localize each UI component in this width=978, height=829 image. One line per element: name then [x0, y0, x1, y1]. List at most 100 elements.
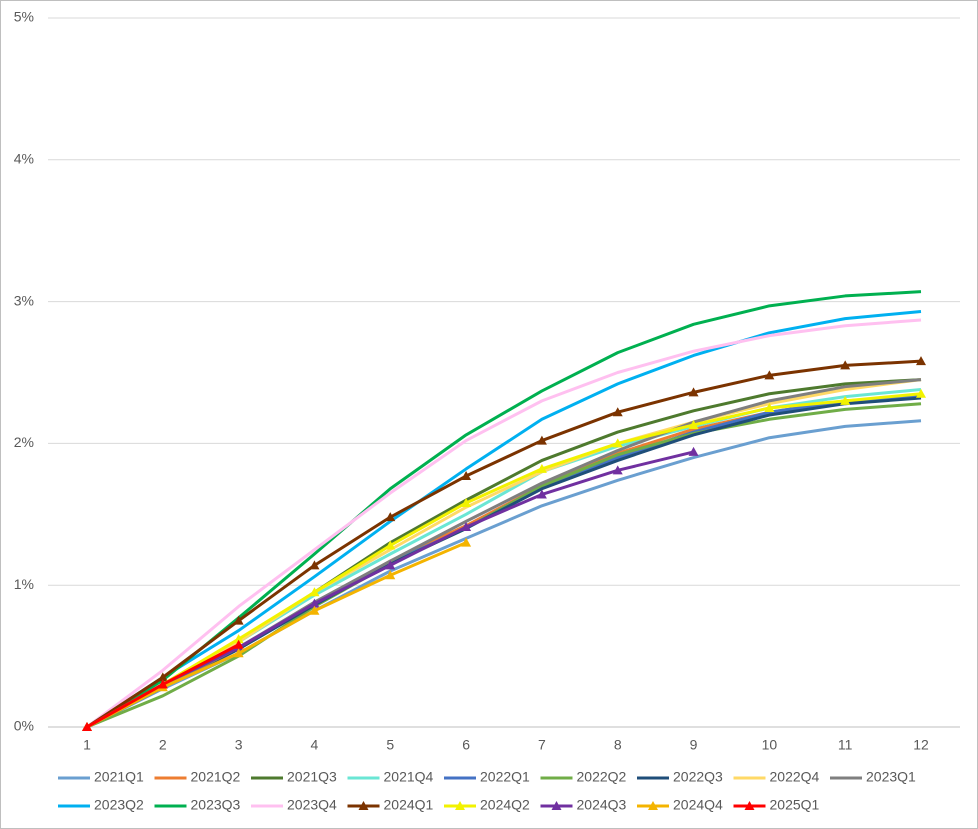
x-tick-label: 8	[614, 737, 622, 753]
legend-marker	[455, 801, 465, 810]
legend-label: 2021Q3	[287, 769, 337, 785]
legend-label: 2024Q2	[480, 797, 530, 813]
series-marker	[916, 388, 926, 398]
y-tick-label: 4%	[14, 151, 34, 167]
series-marker	[461, 537, 472, 547]
series-marker	[536, 435, 547, 445]
legend-item: 2022Q2	[540, 769, 627, 785]
y-tick-label: 1%	[14, 576, 34, 592]
series-marker	[764, 370, 775, 380]
legend-label: 2022Q2	[577, 769, 627, 785]
series-marker	[764, 402, 775, 412]
legend-label: 2025Q1	[770, 797, 820, 813]
legend-label: 2023Q1	[866, 769, 916, 785]
series-marker	[612, 465, 623, 475]
series-line	[86, 290, 922, 729]
legend-marker	[358, 801, 369, 810]
series-marker	[233, 615, 244, 625]
legend-label: 2022Q1	[480, 769, 530, 785]
series-marker	[309, 605, 320, 615]
series-marker	[688, 446, 699, 456]
y-tick-label: 3%	[14, 292, 34, 308]
series-marker	[385, 512, 396, 522]
legend-item: 2022Q4	[733, 769, 820, 785]
legend-item: 2025Q1	[733, 797, 820, 813]
series-marker	[688, 419, 699, 429]
series-line	[86, 378, 922, 729]
legend-item: 2023Q1	[830, 769, 916, 785]
legend-item: 2024Q1	[347, 797, 434, 813]
series-marker	[461, 522, 472, 532]
series-marker	[82, 722, 92, 731]
legend-item: 2023Q4	[251, 797, 337, 813]
series-marker	[612, 438, 623, 448]
series-marker	[233, 639, 244, 649]
x-tick-label: 12	[913, 737, 929, 753]
series-marker	[461, 471, 472, 481]
x-tick-label: 11	[838, 737, 853, 753]
x-tick-label: 2	[159, 737, 167, 753]
legend-item: 2024Q4	[637, 797, 723, 813]
series-marker	[233, 634, 244, 644]
x-tick-label: 10	[762, 737, 778, 753]
series-marker	[916, 356, 926, 366]
series-marker	[385, 540, 396, 550]
series-marker	[233, 648, 244, 658]
series-marker	[840, 360, 851, 370]
legend-label: 2023Q3	[191, 797, 241, 813]
x-tick-label: 1	[83, 737, 91, 753]
x-tick-label: 5	[386, 737, 394, 753]
series-marker	[536, 463, 547, 473]
series-marker	[840, 395, 851, 405]
legend-label: 2023Q2	[94, 797, 144, 813]
series-marker	[461, 497, 472, 507]
legend-marker	[648, 801, 658, 810]
legend-label: 2022Q3	[673, 769, 723, 785]
legend-label: 2022Q4	[770, 769, 820, 785]
series-line	[86, 318, 922, 729]
legend-item: 2023Q3	[154, 797, 241, 813]
series-marker	[385, 570, 396, 580]
series-marker	[309, 587, 320, 597]
legend-label: 2023Q4	[287, 797, 337, 813]
legend-marker	[744, 801, 755, 810]
y-tick-label: 0%	[14, 718, 34, 734]
series-marker	[157, 679, 168, 689]
series-line	[86, 392, 922, 729]
y-tick-label: 5%	[14, 9, 34, 25]
series-line	[86, 541, 467, 729]
series-line	[86, 359, 922, 729]
series-line	[86, 310, 922, 729]
x-tick-label: 4	[311, 737, 319, 753]
legend-item: 2021Q1	[58, 769, 144, 785]
legend-label: 2021Q1	[94, 769, 144, 785]
x-tick-label: 3	[235, 737, 243, 753]
legend-item: 2022Q1	[444, 769, 530, 785]
legend-marker	[551, 801, 562, 810]
legend-label: 2021Q2	[191, 769, 241, 785]
x-tick-label: 7	[538, 737, 546, 753]
y-tick-label: 2%	[14, 434, 34, 450]
x-tick-label: 6	[462, 737, 470, 753]
series-marker	[536, 489, 547, 499]
series-marker	[612, 407, 623, 417]
legend-label: 2024Q4	[673, 797, 723, 813]
legend-item: 2023Q2	[58, 797, 144, 813]
legend-item: 2024Q3	[540, 797, 627, 813]
legend-label: 2024Q1	[384, 797, 434, 813]
legend-item: 2021Q4	[347, 769, 434, 785]
series-marker	[385, 560, 396, 570]
legend-item: 2024Q2	[444, 797, 530, 813]
legend-item: 2021Q2	[154, 769, 241, 785]
legend-item: 2022Q3	[637, 769, 723, 785]
series-marker	[309, 598, 320, 608]
series-marker	[157, 672, 168, 682]
x-tick-label: 9	[690, 737, 698, 753]
legend-label: 2021Q4	[384, 769, 434, 785]
legend-label: 2024Q3	[577, 797, 627, 813]
series-marker	[309, 560, 320, 570]
series-marker	[688, 387, 699, 397]
